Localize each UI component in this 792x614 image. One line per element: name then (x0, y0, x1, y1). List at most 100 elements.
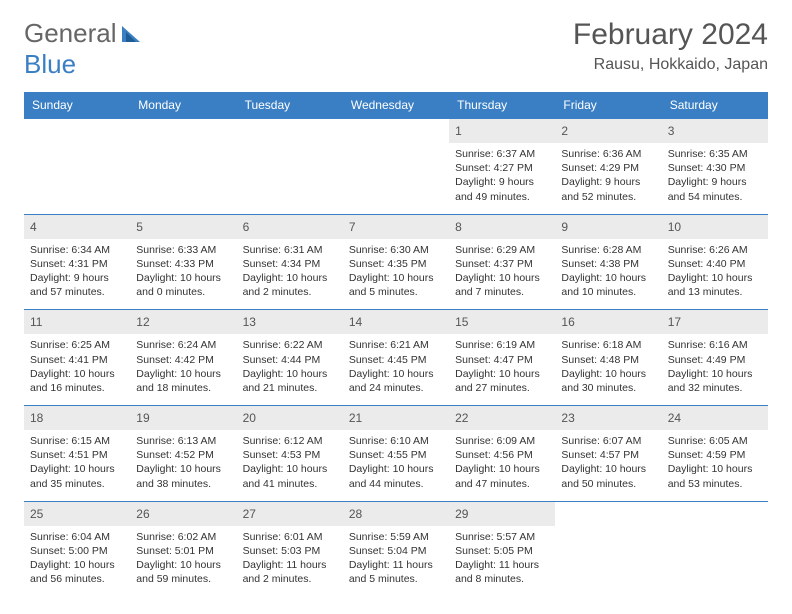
day-number: 6 (243, 220, 250, 234)
calendar-head: SundayMondayTuesdayWednesdayThursdayFrid… (24, 92, 768, 119)
day-detail-line: Daylight: 11 hours (243, 558, 337, 572)
day-detail-line: Sunrise: 6:24 AM (136, 338, 230, 352)
location: Rausu, Hokkaido, Japan (573, 56, 768, 74)
day-detail-line: and 32 minutes. (668, 381, 762, 395)
calendar-day: 4 Sunrise: 6:34 AMSunset: 4:31 PMDaylight… (24, 214, 130, 310)
calendar-row: 25 Sunrise: 6:04 AMSunset: 5:00 PMDayligh… (24, 501, 768, 596)
day-details: Sunrise: 5:57 AMSunset: 5:05 PMDaylight:… (455, 530, 549, 587)
day-detail-line: Sunset: 4:44 PM (243, 353, 337, 367)
day-details: Sunrise: 6:34 AMSunset: 4:31 PMDaylight:… (30, 243, 124, 300)
day-number-row: 13 (237, 310, 343, 334)
day-detail-line: Sunrise: 6:30 AM (349, 243, 443, 257)
day-detail-line: Sunrise: 6:04 AM (30, 530, 124, 544)
day-detail-line: Daylight: 10 hours (455, 462, 549, 476)
day-details: Sunrise: 6:25 AMSunset: 4:41 PMDaylight:… (30, 338, 124, 395)
day-details: Sunrise: 6:28 AMSunset: 4:38 PMDaylight:… (561, 243, 655, 300)
day-detail-line: Sunset: 4:53 PM (243, 448, 337, 462)
day-number-row: 20 (237, 406, 343, 430)
day-details: Sunrise: 6:04 AMSunset: 5:00 PMDaylight:… (30, 530, 124, 587)
day-detail-line: Sunset: 4:55 PM (349, 448, 443, 462)
day-detail-line: Sunset: 4:52 PM (136, 448, 230, 462)
day-detail-line: and 21 minutes. (243, 381, 337, 395)
day-detail-line: and 8 minutes. (455, 572, 549, 586)
day-details: Sunrise: 6:33 AMSunset: 4:33 PMDaylight:… (136, 243, 230, 300)
day-detail-line: Sunset: 4:59 PM (668, 448, 762, 462)
calendar-row: 1Sunrise: 6:37 AMSunset: 4:27 PMDaylight… (24, 119, 768, 215)
day-number-row: 2 (555, 119, 661, 143)
day-detail-line: Daylight: 10 hours (561, 367, 655, 381)
day-number: 26 (136, 507, 149, 521)
day-detail-line: Sunset: 4:51 PM (30, 448, 124, 462)
day-detail-line: Sunrise: 6:07 AM (561, 434, 655, 448)
day-number-row: 28 (343, 502, 449, 526)
calendar-day: 13Sunrise: 6:22 AMSunset: 4:44 PMDayligh… (237, 310, 343, 406)
calendar-day: 5Sunrise: 6:33 AMSunset: 4:33 PMDaylight… (130, 214, 236, 310)
day-detail-line: Sunrise: 6:26 AM (668, 243, 762, 257)
day-detail-line: Daylight: 10 hours (349, 462, 443, 476)
day-number: 28 (349, 507, 362, 521)
day-number: 27 (243, 507, 256, 521)
calendar-day: 8Sunrise: 6:29 AMSunset: 4:37 PMDaylight… (449, 214, 555, 310)
day-details: Sunrise: 6:35 AMSunset: 4:30 PMDaylight:… (668, 147, 762, 204)
day-details: Sunrise: 6:36 AMSunset: 4:29 PMDaylight:… (561, 147, 655, 204)
day-number-row: 7 (343, 215, 449, 239)
day-number: 20 (243, 411, 256, 425)
day-detail-line: Sunset: 4:30 PM (668, 161, 762, 175)
weekday-header: Wednesday (343, 92, 449, 119)
day-number: 16 (561, 315, 574, 329)
day-detail-line: and 5 minutes. (349, 572, 443, 586)
calendar-day: 1Sunrise: 6:37 AMSunset: 4:27 PMDaylight… (449, 119, 555, 215)
day-detail-line: and 44 minutes. (349, 477, 443, 491)
day-number: 17 (668, 315, 681, 329)
day-detail-line: Daylight: 10 hours (136, 271, 230, 285)
day-detail-line: and 5 minutes. (349, 285, 443, 299)
calendar-day: 14Sunrise: 6:21 AMSunset: 4:45 PMDayligh… (343, 310, 449, 406)
day-detail-line: Sunrise: 6:16 AM (668, 338, 762, 352)
calendar-page: General Blue February 2024 Rausu, Hokkai… (0, 0, 792, 614)
day-number: 10 (668, 220, 681, 234)
day-number: 22 (455, 411, 468, 425)
day-detail-line: and 35 minutes. (30, 477, 124, 491)
day-detail-line: Daylight: 10 hours (455, 367, 549, 381)
logo-text: General Blue (24, 18, 144, 80)
day-detail-line: Daylight: 9 hours (668, 175, 762, 189)
day-detail-line: Sunset: 4:29 PM (561, 161, 655, 175)
calendar-day-empty (555, 501, 661, 596)
day-number-row: 4 (24, 215, 130, 239)
day-detail-line: and 10 minutes. (561, 285, 655, 299)
day-detail-line: Daylight: 9 hours (561, 175, 655, 189)
day-number-row: 26 (130, 502, 236, 526)
day-detail-line: Sunset: 4:27 PM (455, 161, 549, 175)
day-detail-line: and 27 minutes. (455, 381, 549, 395)
page-header: General Blue February 2024 Rausu, Hokkai… (24, 18, 768, 80)
day-number-row: 24 (662, 406, 768, 430)
day-detail-line: Daylight: 10 hours (561, 462, 655, 476)
day-number: 25 (30, 507, 43, 521)
calendar-day: 9 Sunrise: 6:28 AMSunset: 4:38 PMDaylight… (555, 214, 661, 310)
calendar-day: 18Sunrise: 6:15 AMSunset: 4:51 PMDayligh… (24, 406, 130, 502)
day-number-row: 19 (130, 406, 236, 430)
day-number: 18 (30, 411, 43, 425)
day-detail-line: Sunset: 4:56 PM (455, 448, 549, 462)
day-detail-line: Sunset: 4:42 PM (136, 353, 230, 367)
day-detail-line: Sunrise: 6:33 AM (136, 243, 230, 257)
day-details: Sunrise: 6:13 AMSunset: 4:52 PMDaylight:… (136, 434, 230, 491)
day-number: 9 (561, 220, 568, 234)
day-detail-line: Sunrise: 6:02 AM (136, 530, 230, 544)
day-details: Sunrise: 6:05 AMSunset: 4:59 PMDaylight:… (668, 434, 762, 491)
day-detail-line: Sunrise: 6:35 AM (668, 147, 762, 161)
day-number: 7 (349, 220, 356, 234)
day-detail-line: Sunrise: 6:12 AM (243, 434, 337, 448)
calendar-day: 3Sunrise: 6:35 AMSunset: 4:30 PMDaylight… (662, 119, 768, 215)
day-detail-line: Daylight: 9 hours (455, 175, 549, 189)
day-detail-line: Sunrise: 6:15 AM (30, 434, 124, 448)
day-detail-line: Sunrise: 6:22 AM (243, 338, 337, 352)
day-number-row: 29 (449, 502, 555, 526)
day-detail-line: and 41 minutes. (243, 477, 337, 491)
day-number: 8 (455, 220, 462, 234)
day-detail-line: and 54 minutes. (668, 190, 762, 204)
day-detail-line: and 59 minutes. (136, 572, 230, 586)
day-number-row: 22 (449, 406, 555, 430)
logo-general: General (24, 18, 117, 48)
day-number: 1 (455, 124, 462, 138)
